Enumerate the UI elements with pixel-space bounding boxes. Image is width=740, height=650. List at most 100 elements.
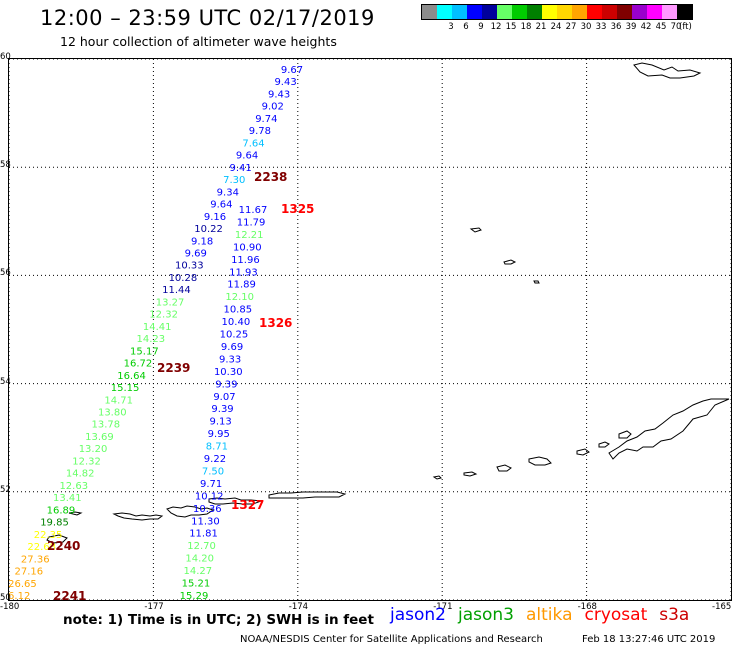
wave-height-label: 27.16 — [15, 567, 44, 578]
wave-height-label: 9.64 — [236, 151, 258, 162]
wave-height-label: 9.39 — [211, 404, 233, 415]
wave-height-label: 14.27 — [183, 566, 212, 577]
legend-label: 39 — [625, 22, 637, 32]
wave-height-label: 10.28 — [169, 273, 198, 284]
legend-unit: (ft) — [679, 22, 692, 32]
wave-height-label: 13.78 — [92, 420, 121, 431]
island-outline — [598, 441, 610, 448]
legend-swatch — [647, 5, 662, 19]
legend-label: 24 — [550, 22, 562, 32]
lat-tick-label: 54 — [0, 376, 11, 387]
lat-tick-label: 58 — [0, 160, 11, 171]
wave-height-label: 11.93 — [229, 267, 258, 278]
legend-color-bar — [421, 4, 693, 20]
wave-height-label: 9.64 — [210, 200, 232, 211]
island-outline — [528, 456, 552, 466]
wave-height-label: 14.41 — [143, 322, 172, 333]
wave-height-label: 9.34 — [217, 187, 239, 198]
wave-height-label: 15.15 — [111, 383, 140, 394]
island-outline — [503, 259, 517, 265]
legend-swatch — [602, 5, 617, 19]
wave-height-label: 14.20 — [185, 554, 214, 565]
legend-label: 70 — [670, 22, 682, 32]
island-outline — [68, 511, 83, 516]
wave-height-label: 10.40 — [222, 317, 251, 328]
legend-labels: 3 6 9 12 15 18 21 24 27 30 33 36 39 42 45 70 (ft) — [421, 20, 693, 34]
credit-line: NOAA/NESDIS Center for Satellite Applica… — [240, 634, 543, 645]
wave-height-label: 13.27 — [156, 297, 185, 308]
legend-label: 18 — [520, 22, 532, 32]
page-subtitle: 12 hour collection of altimeter wave hei… — [60, 34, 337, 49]
wave-height-label: 10.22 — [194, 224, 223, 235]
wave-height-label: 10.36 — [193, 504, 222, 515]
track-a-labels: 9.679.439.439.029.749.787.649.649.417.30… — [9, 65, 303, 600]
legend-swatch — [482, 5, 497, 19]
page-title: 12:00 – 23:59 UTC 02/17/2019 — [40, 6, 375, 30]
wave-height-label: 14.23 — [136, 334, 165, 345]
island-outline — [112, 512, 164, 521]
wave-height-label: 8.71 — [206, 442, 228, 453]
wave-height-label: 9.78 — [249, 126, 271, 137]
legend-swatch — [587, 5, 602, 19]
wave-height-label: 16.64 — [117, 371, 146, 382]
lat-tick-label: 56 — [0, 268, 11, 279]
wave-height-label: 12.21 — [235, 230, 264, 241]
wave-height-label: 10.25 — [220, 330, 249, 341]
lon-tick-label: -174 — [288, 602, 309, 612]
legend-swatch — [467, 5, 482, 19]
wave-height-label: 16.72 — [124, 359, 153, 370]
wave-height-label: 9.22 — [204, 454, 226, 465]
island-outline — [576, 448, 590, 456]
wave-height-label: 10.85 — [223, 305, 252, 316]
wave-height-label: 11.96 — [231, 255, 260, 266]
legend-label: 12 — [490, 22, 502, 32]
wave-height-label: 11.44 — [162, 285, 191, 296]
legend-swatch — [617, 5, 632, 19]
legend-swatch — [437, 5, 452, 19]
legend-swatch — [632, 5, 647, 19]
pass-time-label: 1326 — [259, 316, 292, 330]
wave-height-label: 22.35 — [34, 530, 63, 541]
wave-height-label: 12.32 — [72, 456, 101, 467]
aleutian-islands — [46, 62, 730, 544]
pass-time-label: 1325 — [281, 202, 314, 216]
wave-height-label: 9.18 — [191, 236, 213, 247]
wave-height-label: 7.64 — [242, 138, 264, 149]
legend-label: 15 — [505, 22, 517, 32]
satellite-name: altika — [526, 605, 573, 625]
wave-height-label: 9.95 — [208, 429, 230, 440]
wave-height-label: 22.68 — [27, 542, 56, 553]
wave-height-label: 11.89 — [227, 280, 256, 291]
island-outline — [208, 497, 262, 505]
wave-height-label: 10.33 — [175, 261, 204, 272]
wave-height-label: 13.80 — [98, 408, 127, 419]
wave-height-label: 10.90 — [233, 242, 262, 253]
wave-height-label: 9.39 — [215, 379, 237, 390]
legend-swatch — [422, 5, 437, 19]
lat-tick-label: 52 — [0, 484, 11, 495]
wave-height-label: 27.36 — [21, 554, 50, 565]
island-outline — [432, 475, 442, 480]
lon-tick-label: -168 — [577, 602, 597, 612]
island-outline — [533, 280, 540, 284]
map-panel[interactable]: 9.67 9.43 9.43 9.02 9.74 9.78 7.64 9.64 9.41 7.30… — [8, 58, 732, 601]
wave-height-label: 14.82 — [66, 469, 95, 480]
wave-height-label: 9.07 — [213, 392, 235, 403]
legend-label: 45 — [655, 22, 667, 32]
wave-height-label: 9.69 — [221, 342, 243, 353]
island-outline — [268, 491, 347, 499]
lat-tick-label: 60 — [0, 52, 11, 62]
legend-swatch — [662, 5, 677, 19]
island-outline — [166, 505, 215, 518]
wave-height-label: 10.30 — [214, 367, 243, 378]
lon-tick-label: -171 — [433, 602, 453, 612]
wave-height-label: 9.43 — [268, 89, 290, 100]
lon-tick-label: -180 — [0, 602, 20, 612]
wave-height-label: 9.69 — [185, 248, 207, 259]
legend-label: 6 — [463, 22, 469, 32]
legend-label: 36 — [610, 22, 622, 32]
wave-height-label: 10.12 — [195, 491, 224, 502]
wave-height-label: 7.50 — [202, 466, 224, 477]
legend-swatch — [497, 5, 512, 19]
wave-height-label: 11.67 — [239, 205, 268, 216]
